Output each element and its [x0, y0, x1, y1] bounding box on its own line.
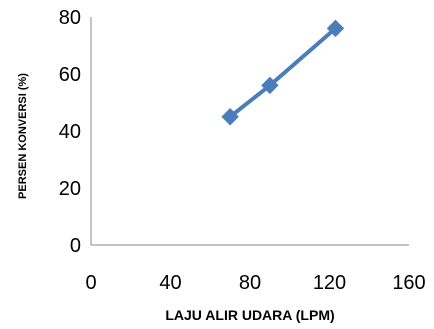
y-tick-label: 60: [59, 64, 81, 86]
y-tick-label: 80: [59, 7, 81, 29]
x-tick-labels: 0 40 80 120 160: [85, 272, 425, 294]
data-point-marker: [261, 76, 279, 95]
series-line: [228, 26, 337, 119]
y-tick-label: 0: [70, 235, 81, 257]
y-tick-label: 40: [59, 121, 81, 143]
y-tick-labels: 0 20 40 60 80: [59, 7, 81, 257]
y-tick-label: 20: [59, 178, 81, 200]
x-tick-label: 0: [85, 272, 96, 294]
plot-area: 0 40 80 120 160 0 20 40 60 80: [59, 7, 426, 294]
x-tick-label: 40: [159, 272, 181, 294]
series-layer: [221, 19, 345, 126]
x-tick-label: 120: [313, 272, 346, 294]
y-axis-title: PERSEN KONVERSI (%): [17, 73, 29, 199]
data-point-marker: [221, 108, 239, 126]
x-tick-label: 160: [392, 272, 425, 294]
x-axis-title: LAJU ALIR UDARA (LPM): [165, 307, 334, 323]
x-tick-label: 80: [239, 272, 261, 294]
data-point-marker: [326, 19, 345, 38]
